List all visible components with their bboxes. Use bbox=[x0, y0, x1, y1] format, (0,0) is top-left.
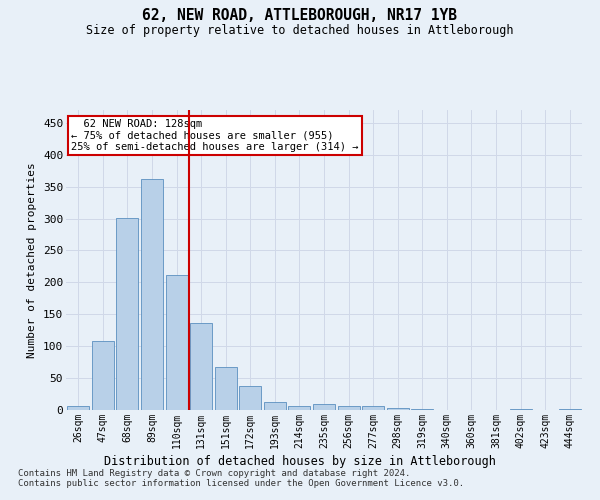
Text: Contains HM Land Registry data © Crown copyright and database right 2024.: Contains HM Land Registry data © Crown c… bbox=[18, 469, 410, 478]
Text: Distribution of detached houses by size in Attleborough: Distribution of detached houses by size … bbox=[104, 455, 496, 468]
Bar bbox=[338, 406, 359, 410]
Bar bbox=[141, 179, 163, 410]
Bar bbox=[386, 408, 409, 410]
Bar bbox=[239, 386, 262, 410]
Bar bbox=[313, 404, 335, 410]
Text: Contains public sector information licensed under the Open Government Licence v3: Contains public sector information licen… bbox=[18, 479, 464, 488]
Bar bbox=[559, 408, 581, 410]
Bar bbox=[509, 408, 532, 410]
Bar bbox=[116, 218, 139, 410]
Y-axis label: Number of detached properties: Number of detached properties bbox=[28, 162, 37, 358]
Bar bbox=[362, 406, 384, 410]
Text: 62, NEW ROAD, ATTLEBOROUGH, NR17 1YB: 62, NEW ROAD, ATTLEBOROUGH, NR17 1YB bbox=[143, 8, 458, 22]
Bar bbox=[190, 323, 212, 410]
Bar bbox=[92, 341, 114, 410]
Text: Size of property relative to detached houses in Attleborough: Size of property relative to detached ho… bbox=[86, 24, 514, 37]
Bar bbox=[166, 274, 188, 410]
Bar bbox=[67, 406, 89, 410]
Bar bbox=[215, 366, 237, 410]
Bar bbox=[264, 402, 286, 410]
Bar bbox=[289, 406, 310, 410]
Text: 62 NEW ROAD: 128sqm
← 75% of detached houses are smaller (955)
25% of semi-detac: 62 NEW ROAD: 128sqm ← 75% of detached ho… bbox=[71, 119, 359, 152]
